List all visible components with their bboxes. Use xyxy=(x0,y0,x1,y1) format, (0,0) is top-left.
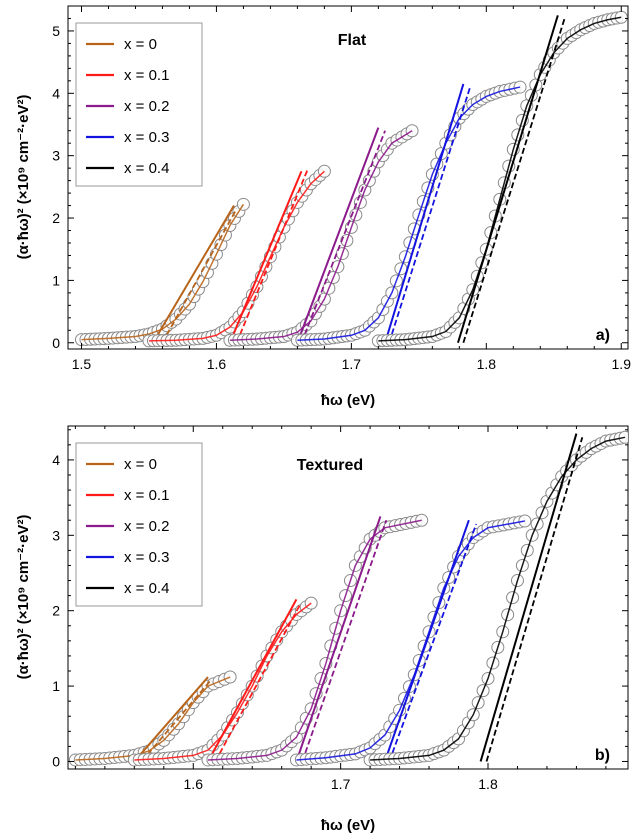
legend-label-b-series-2: x = 0.2 xyxy=(124,518,169,535)
fit-line-solid-b-series-2 xyxy=(295,516,382,762)
panel-label-a: a) xyxy=(596,327,610,344)
fit-line-solid-b-series-4 xyxy=(479,433,578,762)
x-tick-label-b: 1.6 xyxy=(184,776,204,792)
fit-line-dashed-a-series-1 xyxy=(235,167,310,344)
legend-label-b-series-3: x = 0.3 xyxy=(124,549,169,566)
plot-frame-a xyxy=(67,5,629,350)
fit-line-dashed-b-series-3 xyxy=(388,523,478,762)
y-axis-title-b: (α·ħω)² (×10⁹ cm⁻²·eV²) xyxy=(15,515,32,680)
legend-b: x = 0 x = 0.1 x = 0.2 x = 0.3 x = 0.4 xyxy=(75,442,203,607)
y-tick-label-a: 3 xyxy=(52,148,60,164)
series-line-a-series-0 xyxy=(81,203,245,341)
fit-line-solid-a-series-0 xyxy=(152,205,235,344)
legend-label-a-series-2: x = 0.2 xyxy=(124,98,169,115)
fit-line-dashed-b-series-4 xyxy=(485,437,584,762)
legend-label-a-series-3: x = 0.3 xyxy=(124,129,169,146)
fit-line-dashed-a-series-3 xyxy=(388,86,471,344)
series-line-b-series-2 xyxy=(207,519,422,761)
legend-label-a-series-0: x = 0 xyxy=(124,36,157,53)
legend-box-b xyxy=(75,442,203,607)
x-axis-title-b: ħω (eV) xyxy=(321,817,375,834)
legend-label-a-series-1: x = 0.1 xyxy=(124,67,169,84)
legend-label-b-series-0: x = 0 xyxy=(124,456,157,473)
fit-line-solid-a-series-2 xyxy=(296,127,380,344)
series-line-a-series-4 xyxy=(378,16,622,342)
series-line-b-series-4 xyxy=(370,436,626,761)
y-tick-label-b: 4 xyxy=(52,452,60,468)
fit-line-dashed-a-series-2 xyxy=(300,130,386,344)
series-line-a-series-3 xyxy=(297,86,521,342)
y-tick-label-b: 0 xyxy=(52,753,60,769)
x-tick-label-a: 1.5 xyxy=(72,356,92,372)
plot-frame-b xyxy=(67,425,629,770)
y-tick-label-b: 3 xyxy=(52,527,60,543)
panel-title-b: Textured xyxy=(297,457,363,474)
fit-line-solid-a-series-3 xyxy=(384,83,465,344)
x-tick-label-a: 1.9 xyxy=(612,356,632,372)
y-axis-title-a: (α·ħω)² (×10⁹ cm⁻²·eV²) xyxy=(15,95,32,260)
legend-label-b-series-1: x = 0.1 xyxy=(124,487,169,504)
x-tick-label-a: 1.7 xyxy=(342,356,362,372)
panel-title-a: Flat xyxy=(338,32,367,49)
y-tick-label-a: 4 xyxy=(52,85,60,101)
fit-line-solid-b-series-0 xyxy=(133,676,209,763)
fit-line-dashed-b-series-1 xyxy=(214,602,302,762)
legend-box-a xyxy=(75,22,203,187)
x-tick-label-a: 1.6 xyxy=(207,356,227,372)
series-line-b-series-3 xyxy=(296,520,525,761)
panel-label-b: b) xyxy=(595,747,610,764)
y-tick-label-a: 2 xyxy=(52,210,60,226)
y-tick-label-a: 1 xyxy=(52,272,60,288)
fit-line-dashed-b-series-2 xyxy=(301,519,388,762)
x-axis-title-a: ħω (eV) xyxy=(321,392,375,409)
series-line-b-series-0 xyxy=(75,676,231,761)
x-tick-label-b: 1.7 xyxy=(331,776,351,792)
series-line-b-series-1 xyxy=(134,602,312,761)
legend-label-a-series-4: x = 0.4 xyxy=(124,160,169,177)
fit-line-solid-a-series-4 xyxy=(457,15,559,344)
y-tick-label-b: 2 xyxy=(52,603,60,619)
data-point-a-series-3 xyxy=(513,80,527,94)
x-tick-label-a: 1.8 xyxy=(477,356,497,372)
fit-line-dashed-a-series-0 xyxy=(161,208,238,344)
y-tick-label-a: 0 xyxy=(52,335,60,351)
x-tick-label-b: 1.8 xyxy=(478,776,498,792)
fit-line-solid-b-series-3 xyxy=(383,519,470,762)
fit-line-dashed-a-series-4 xyxy=(462,18,566,344)
y-tick-label-b: 1 xyxy=(52,678,60,694)
legend-a: x = 0 x = 0.1 x = 0.2 x = 0.3 x = 0.4 xyxy=(75,22,203,187)
series-line-a-series-1 xyxy=(148,170,325,342)
legend-label-b-series-4: x = 0.4 xyxy=(124,580,169,597)
fit-line-solid-a-series-1 xyxy=(229,170,303,344)
series-line-a-series-2 xyxy=(229,130,413,342)
y-tick-label-a: 5 xyxy=(52,23,60,39)
